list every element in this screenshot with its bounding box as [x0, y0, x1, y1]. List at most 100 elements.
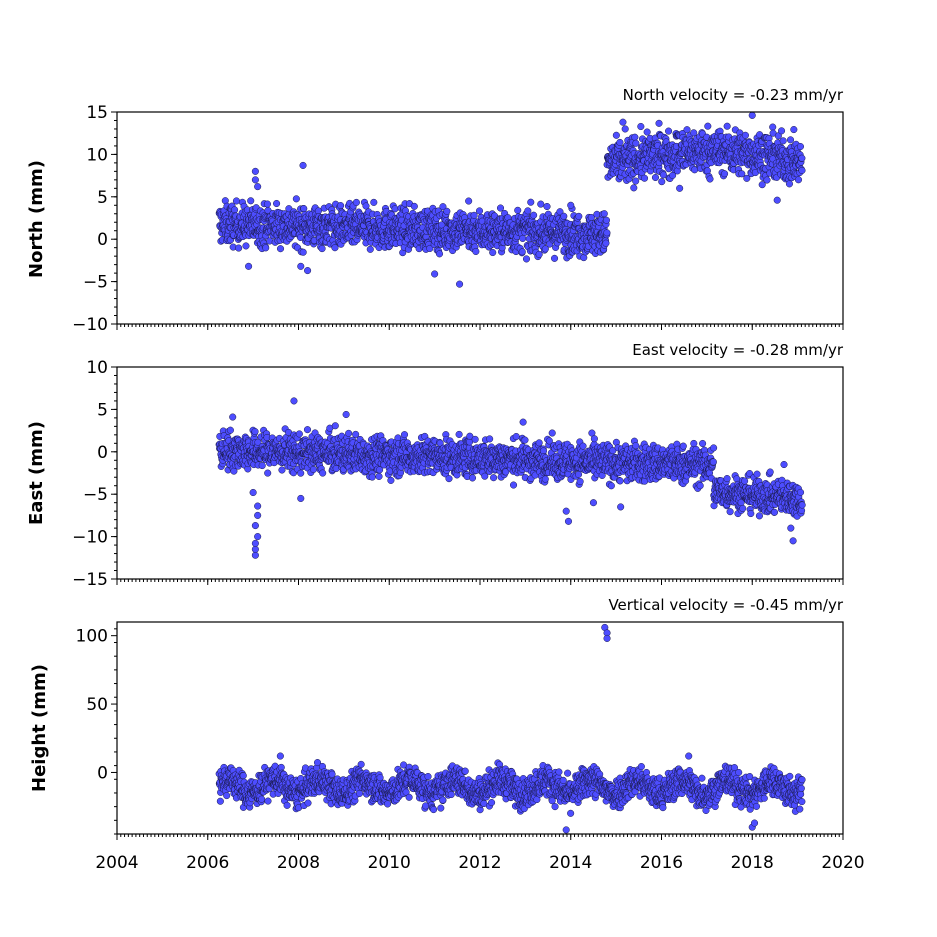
- data-point: [796, 488, 805, 496]
- data-point: [560, 212, 568, 220]
- data-point: [798, 501, 806, 509]
- y-tick-label: 0: [97, 443, 108, 463]
- data-point: [239, 772, 247, 780]
- outlier-point: [297, 494, 305, 502]
- data-point: [455, 430, 463, 438]
- north-xticks: [116, 324, 844, 330]
- data-point: [723, 475, 731, 483]
- data-point: [400, 431, 409, 439]
- outlier-point: [254, 511, 262, 519]
- y-tick-label: −5: [83, 273, 108, 293]
- data-point: [318, 245, 326, 253]
- outlier-point: [251, 522, 259, 530]
- data-point: [300, 205, 308, 213]
- outlier-point: [789, 537, 797, 545]
- data-point: [391, 205, 399, 213]
- data-point: [739, 504, 747, 513]
- data-point: [579, 442, 587, 450]
- data-point: [696, 482, 704, 490]
- data-point: [426, 244, 434, 253]
- y-tick-label: 5: [97, 400, 108, 420]
- outlier-point: [787, 524, 795, 532]
- data-point: [679, 442, 687, 450]
- data-point: [541, 475, 549, 483]
- data-point: [576, 477, 584, 486]
- y-tick-label: 15: [86, 103, 108, 123]
- data-point: [535, 439, 543, 447]
- data-point: [521, 436, 529, 444]
- north-points: [215, 111, 806, 288]
- data-point: [530, 211, 538, 219]
- data-point: [370, 198, 378, 206]
- y-tick-label: −15: [72, 570, 108, 590]
- data-point: [524, 207, 532, 215]
- outlier-point: [251, 539, 259, 547]
- data-point: [303, 426, 312, 434]
- east-ylabel: East (mm): [26, 421, 47, 525]
- east-panel: East velocity = -0.28 mm/yr East (mm) −1…: [26, 341, 844, 590]
- data-point: [640, 174, 649, 182]
- y-tick-label: −10: [72, 528, 108, 548]
- y-tick-label: 10: [86, 145, 108, 165]
- data-point: [786, 136, 795, 144]
- data-point: [297, 469, 305, 477]
- data-point: [514, 206, 522, 214]
- data-point: [785, 180, 793, 188]
- data-point: [519, 234, 527, 242]
- outlier-point: [304, 267, 312, 275]
- data-point: [632, 139, 640, 147]
- data-point: [766, 468, 774, 476]
- outlier-point: [245, 262, 253, 270]
- data-point: [242, 242, 250, 250]
- data-point: [518, 248, 526, 256]
- data-point: [699, 439, 707, 448]
- data-point: [470, 211, 478, 219]
- data-point: [331, 422, 339, 430]
- outlier-point: [465, 197, 473, 205]
- outlier-point: [773, 196, 781, 204]
- data-point: [643, 128, 651, 136]
- y-tick-label: −5: [83, 485, 108, 505]
- data-point: [486, 435, 494, 443]
- outlier-point: [251, 167, 259, 175]
- data-point: [655, 119, 663, 127]
- data-point: [263, 200, 271, 208]
- outlier-point: [251, 545, 259, 553]
- data-point: [755, 512, 763, 520]
- y-tick-label: 5: [97, 188, 108, 208]
- data-point: [779, 137, 787, 145]
- data-point: [445, 475, 453, 483]
- east-velocity-annotation: East velocity = -0.28 mm/yr: [632, 341, 844, 359]
- data-point: [276, 245, 285, 253]
- data-point: [726, 508, 734, 516]
- data-point: [527, 198, 535, 206]
- data-point: [753, 470, 761, 478]
- data-point: [706, 175, 714, 183]
- east-xticks: [116, 579, 844, 585]
- outlier-point: [431, 270, 439, 278]
- data-point: [258, 462, 266, 470]
- y-tick-label: −10: [72, 315, 108, 335]
- data-point: [798, 166, 806, 175]
- outlier-point: [249, 488, 257, 497]
- data-point: [575, 212, 583, 220]
- north-velocity-annotation: North velocity = -0.23 mm/yr: [623, 86, 844, 104]
- data-point: [435, 250, 444, 258]
- data-point: [721, 170, 729, 178]
- data-point: [632, 442, 640, 450]
- data-point: [410, 202, 418, 210]
- data-point: [489, 248, 497, 257]
- outlier-point: [676, 184, 684, 192]
- north-panel: North velocity = -0.23 mm/yr North (mm) …: [26, 86, 844, 335]
- data-point: [535, 250, 543, 258]
- data-point: [522, 255, 531, 263]
- data-point: [337, 202, 345, 210]
- outlier-point: [229, 413, 237, 421]
- outlier-point: [562, 507, 570, 515]
- data-point: [226, 426, 234, 434]
- data-point: [368, 473, 376, 481]
- height-points: [215, 623, 806, 834]
